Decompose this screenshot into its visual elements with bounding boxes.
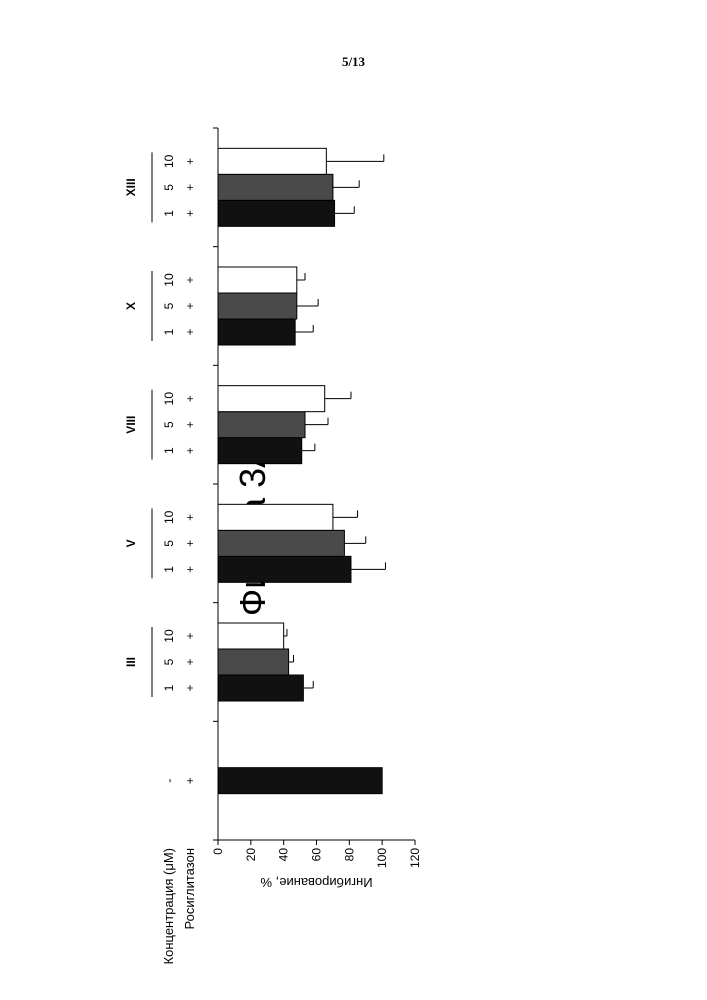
bar-VIII-5 bbox=[218, 412, 305, 438]
bar-XIII-10 bbox=[218, 148, 326, 174]
group-label: XIII bbox=[124, 178, 138, 196]
rosiglitazone-mark: + bbox=[183, 395, 197, 402]
bar-III-5 bbox=[218, 649, 289, 675]
rosiglitazone-mark: + bbox=[183, 684, 197, 691]
rosiglitazone-mark: + bbox=[183, 421, 197, 428]
concentration-label: - bbox=[162, 779, 176, 783]
rosiglitazone-mark: + bbox=[183, 514, 197, 521]
row-label-rosiglitazone: Росиглитазон bbox=[182, 848, 197, 930]
rosiglitazone-mark: + bbox=[183, 158, 197, 165]
bar-VIII-10 bbox=[218, 386, 325, 412]
rosiglitazone-mark: + bbox=[183, 184, 197, 191]
rosiglitazone-mark: + bbox=[183, 632, 197, 639]
rosiglitazone-mark: + bbox=[183, 447, 197, 454]
concentration-label: 1 bbox=[162, 210, 176, 217]
concentration-label: 10 bbox=[162, 629, 176, 643]
bar-III-10 bbox=[218, 623, 284, 649]
bar-V-5 bbox=[218, 530, 344, 556]
y-tick-label: 100 bbox=[375, 848, 389, 868]
concentration-label: 1 bbox=[162, 684, 176, 691]
rosiglitazone-mark: + bbox=[183, 540, 197, 547]
concentration-label: 10 bbox=[162, 392, 176, 406]
group-label: X bbox=[124, 302, 138, 310]
rosiglitazone-mark: + bbox=[183, 210, 197, 217]
rosiglitazone-mark: + bbox=[183, 328, 197, 335]
concentration-label: 5 bbox=[162, 421, 176, 428]
concentration-label: 5 bbox=[162, 184, 176, 191]
y-tick-label: 0 bbox=[211, 848, 225, 855]
y-tick-label: 80 bbox=[342, 848, 356, 862]
y-tick-label: 40 bbox=[277, 848, 291, 862]
bar-control-- bbox=[218, 768, 382, 794]
bar-X-10 bbox=[218, 267, 297, 293]
concentration-label: 10 bbox=[162, 510, 176, 524]
concentration-label: 10 bbox=[162, 154, 176, 168]
bar-V-1 bbox=[218, 556, 351, 582]
rosiglitazone-mark: + bbox=[183, 276, 197, 283]
rosiglitazone-mark: + bbox=[183, 777, 197, 784]
concentration-label: 5 bbox=[162, 302, 176, 309]
group-label: VIII bbox=[124, 416, 138, 434]
bar-XIII-5 bbox=[218, 174, 333, 200]
concentration-label: 5 bbox=[162, 658, 176, 665]
row-label-concentration: Концентрация (μM) bbox=[161, 848, 176, 964]
concentration-label: 5 bbox=[162, 540, 176, 547]
concentration-label: 10 bbox=[162, 273, 176, 287]
concentration-label: 1 bbox=[162, 447, 176, 454]
bar-V-10 bbox=[218, 504, 333, 530]
group-label: V bbox=[124, 539, 138, 547]
rosiglitazone-mark: + bbox=[183, 302, 197, 309]
rosiglitazone-mark: + bbox=[183, 566, 197, 573]
rosiglitazone-mark: + bbox=[183, 658, 197, 665]
bar-X-5 bbox=[218, 293, 297, 319]
bar-VIII-1 bbox=[218, 438, 302, 464]
y-tick-label: 20 bbox=[244, 848, 258, 862]
concentration-label: 1 bbox=[162, 566, 176, 573]
y-tick-label: 120 bbox=[408, 848, 422, 868]
group-label: III bbox=[124, 657, 138, 667]
concentration-label: 1 bbox=[162, 328, 176, 335]
bar-III-1 bbox=[218, 675, 303, 701]
bar-X-1 bbox=[218, 319, 295, 345]
y-axis-title: Ингибирование, % bbox=[260, 875, 373, 890]
y-tick-label: 60 bbox=[310, 848, 324, 862]
bar-XIII-1 bbox=[218, 200, 335, 226]
